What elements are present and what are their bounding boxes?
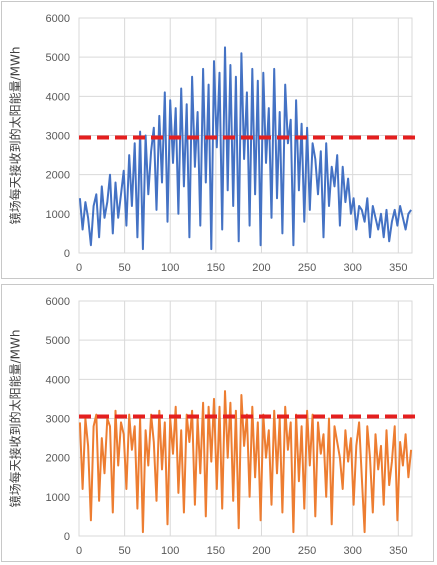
x-tick-label: 200: [252, 262, 270, 274]
x-tick-label: 350: [389, 545, 407, 557]
x-tick-label: 200: [252, 545, 270, 557]
y-tick-label: 6000: [46, 296, 70, 308]
y-tick-label: 4000: [46, 374, 70, 386]
x-tick-label: 0: [76, 545, 82, 557]
y-tick-label: 1000: [46, 209, 70, 221]
energy-chart-orange: 0 50 100 150 200 250 300 350 0 1000 2000 3000 4000 50…: [1, 284, 434, 562]
x-tick-label: 250: [298, 262, 316, 274]
blue-series-line: [78, 46, 412, 251]
x-tick-label: 150: [207, 545, 225, 557]
x-tick-label: 50: [118, 545, 130, 557]
y-tick-label: 0: [64, 248, 70, 260]
y-tick-label: 5000: [46, 52, 70, 64]
y-axis-label: 镜场每天接收到的太阳能量/MWh: [8, 330, 23, 508]
x-tick-label: 50: [118, 262, 130, 274]
x-tick-label: 300: [344, 545, 362, 557]
y-tick-label: 3000: [46, 131, 70, 143]
x-tick-label: 250: [298, 545, 316, 557]
energy-chart-blue: 0 50 100 150 200 250 300 350 0 1000 2000 3000 4000 50…: [1, 1, 434, 279]
x-tick-label: 0: [76, 262, 82, 274]
y-tick-label: 2000: [46, 453, 70, 465]
y-tick-label: 6000: [46, 13, 70, 25]
y-tick-label: 3000: [46, 414, 70, 426]
y-tick-label: 5000: [46, 335, 70, 347]
x-tick-label: 150: [207, 262, 225, 274]
y-tick-label: 0: [64, 531, 70, 543]
chart-svg-orange: 0 50 100 150 200 250 300 350 0 1000 2000 3000 4000 50…: [8, 296, 418, 557]
y-axis-label: 镜场每天接收到的太阳能量/MWh: [8, 47, 23, 225]
orange-series-line: [78, 390, 413, 534]
x-tick-label: 100: [161, 545, 179, 557]
x-tick-label: 300: [344, 262, 362, 274]
x-tick-label: 350: [389, 262, 407, 274]
y-tick-label: 4000: [46, 91, 70, 103]
chart-svg-blue: 0 50 100 150 200 250 300 350 0 1000 2000 3000 4000 50…: [8, 13, 418, 274]
y-tick-label: 1000: [46, 492, 70, 504]
x-tick-label: 100: [161, 262, 179, 274]
y-tick-label: 2000: [46, 170, 70, 182]
